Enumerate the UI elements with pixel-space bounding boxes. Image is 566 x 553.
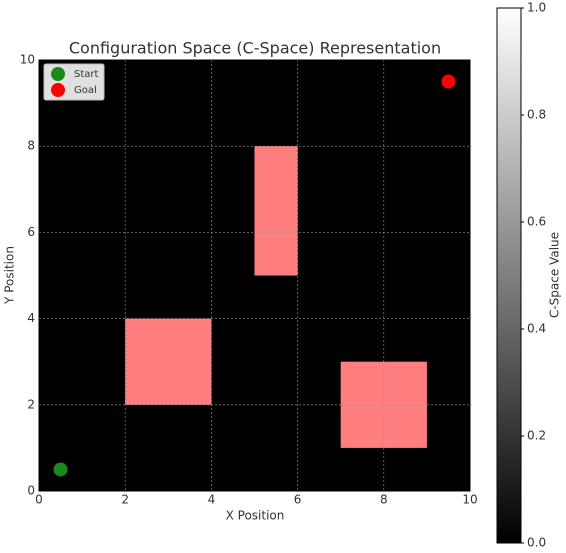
colorbar-tick-label: 0.2 — [527, 429, 546, 443]
colorbar-tick-label: 1.0 — [527, 1, 546, 15]
legend-label: Goal — [74, 85, 97, 96]
legend-label: Start — [74, 69, 99, 80]
y-tick-label: 6 — [27, 225, 35, 239]
x-axis-label: X Position — [226, 509, 285, 523]
x-tick-label: 10 — [462, 493, 477, 507]
y-axis-label: Y Position — [3, 246, 17, 305]
x-tick-label: 0 — [35, 493, 43, 507]
legend-marker — [51, 83, 65, 97]
x-tick-label: 6 — [294, 493, 302, 507]
y-tick-label: 8 — [27, 139, 35, 153]
colorbar-tick-label: 0.8 — [527, 108, 546, 122]
obstacle — [125, 318, 212, 405]
y-tick-label: 2 — [27, 397, 35, 411]
x-tick-label: 4 — [208, 493, 216, 507]
x-tick-label: 2 — [121, 493, 129, 507]
x-tick-label: 8 — [380, 493, 388, 507]
colorbar-tick-label: 0.6 — [527, 215, 546, 229]
y-tick-label: 4 — [27, 311, 35, 325]
colorbar-tick-label: 0.4 — [527, 322, 546, 336]
obstacle — [254, 146, 298, 276]
point — [53, 462, 68, 477]
colorbar — [496, 7, 522, 544]
point — [441, 74, 456, 89]
chart-title: Configuration Space (C-Space) Representa… — [69, 39, 441, 58]
colorbar-tick-label: 0.0 — [527, 536, 546, 550]
y-tick-label: 0 — [27, 484, 35, 498]
plot-frame — [38, 59, 471, 492]
y-tick-label: 10 — [20, 53, 35, 67]
legend-marker — [51, 67, 65, 81]
colorbar-label: C-Space Value — [548, 232, 562, 318]
